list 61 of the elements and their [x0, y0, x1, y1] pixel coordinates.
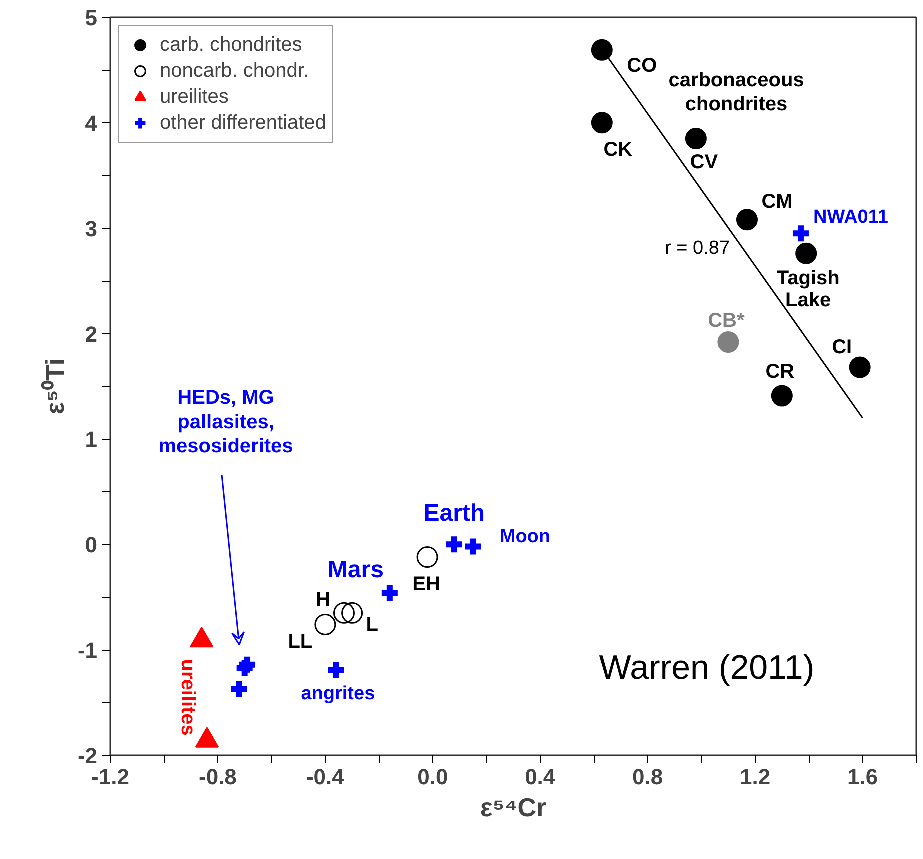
data-label: CB*	[708, 310, 745, 332]
point	[446, 536, 462, 553]
point	[591, 112, 613, 134]
point	[792, 226, 809, 242]
x-tick-label: 1.2	[740, 764, 771, 790]
legend-label: ureilites	[160, 84, 229, 110]
point	[328, 662, 344, 678]
annotation: HEDs, MG pallasites, mesosiderites	[158, 387, 294, 458]
x-tick-label: -0.8	[199, 764, 237, 790]
data-label: angrites	[301, 684, 376, 705]
x-tick-label: 1.6	[847, 764, 878, 790]
data-label: NWA011	[813, 207, 889, 228]
y-tick-label: 1	[85, 427, 98, 452]
x-tick-label: 0.4	[525, 764, 556, 790]
data-label: CV	[690, 152, 719, 174]
point	[849, 356, 871, 378]
x-tick-label: -0.4	[306, 764, 346, 790]
point	[342, 602, 364, 624]
data-label: Mars	[328, 556, 384, 584]
y-tick-label: -1	[78, 638, 98, 664]
x-axis-title: ε⁵⁴Cr	[480, 792, 547, 822]
y-tick-label: 0	[85, 532, 98, 558]
data-label: Tagish Lake	[776, 268, 840, 312]
data-label: H	[316, 589, 330, 612]
point	[718, 331, 740, 353]
point	[333, 602, 355, 624]
point	[736, 209, 758, 231]
y-axis-title: ε⁵⁰Ti	[40, 358, 70, 415]
y-tick-label: 3	[85, 216, 98, 242]
legend-label: carb. chondrites	[160, 32, 302, 58]
data-label: CI	[832, 336, 852, 359]
data-label: CM	[762, 190, 793, 213]
y-tick-label: 4	[85, 110, 98, 136]
x-tick-label: 0.0	[418, 764, 448, 790]
y-tick-label: 5	[85, 6, 98, 30]
annotation: carbonaceous chondrites	[668, 69, 804, 116]
point	[231, 681, 248, 698]
data-label: LL	[288, 630, 313, 653]
point	[771, 385, 793, 407]
data-label: CR	[766, 360, 796, 383]
data-label: EH	[412, 573, 440, 596]
data-label: Moon	[500, 526, 551, 548]
data-label: CK	[604, 138, 634, 161]
point	[796, 242, 818, 264]
data-label: L	[366, 614, 378, 636]
point	[314, 614, 336, 636]
data-label: CO	[627, 55, 658, 78]
point	[591, 39, 613, 61]
legend-label: noncarb. chondr.	[160, 58, 309, 84]
annotation: Warren (2011)	[599, 648, 815, 687]
x-tick-label: 0.8	[632, 764, 664, 790]
point	[382, 585, 398, 602]
y-tick-label: 2	[85, 322, 98, 347]
point	[465, 538, 482, 555]
point	[685, 128, 707, 150]
point	[416, 546, 438, 568]
data-label: ureilites	[176, 659, 199, 736]
legend-label: other differentiated	[160, 110, 326, 136]
annotation: r = 0.87	[665, 238, 730, 259]
point	[236, 660, 253, 676]
data-label: Earth	[424, 500, 486, 528]
